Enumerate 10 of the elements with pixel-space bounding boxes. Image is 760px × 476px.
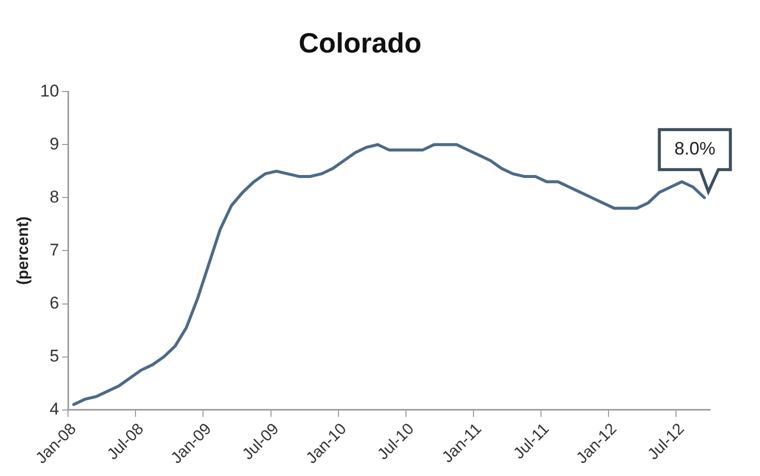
y-tick-label: 9	[50, 134, 60, 154]
y-tick-label: 10	[40, 81, 60, 100]
y-tick-label: 7	[50, 240, 60, 260]
y-tick-label: 4	[50, 400, 60, 419]
y-tick-label: 8	[50, 187, 60, 206]
y-tick-label: 6	[50, 293, 60, 312]
y-tick-label: 5	[50, 346, 60, 366]
y-axis-title: (percent)	[15, 216, 32, 285]
chart-title: Colorado	[298, 28, 422, 59]
data-label: 8.0%	[674, 138, 716, 159]
